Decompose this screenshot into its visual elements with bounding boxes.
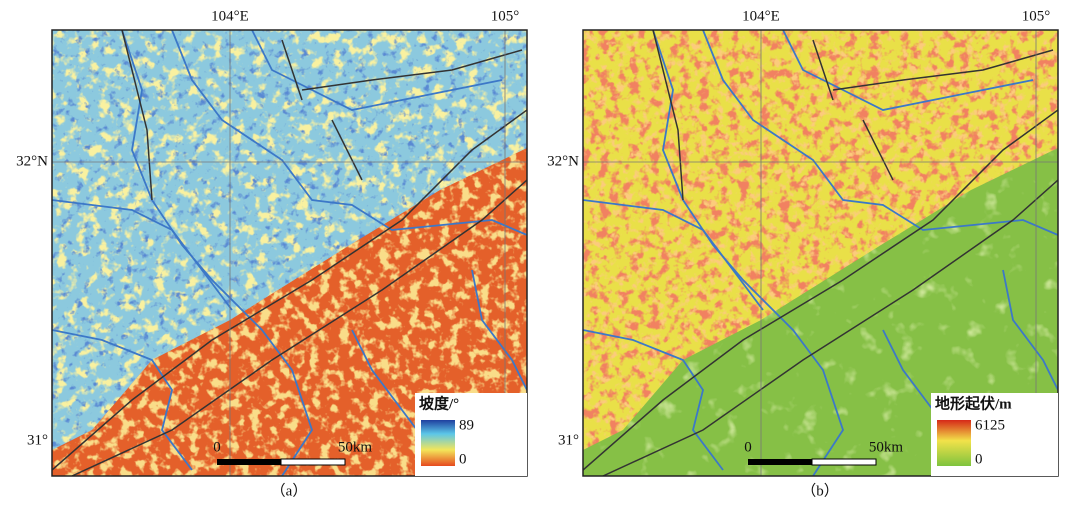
river [583,199,764,311]
map-panel: 104°E 105° 32°N 31° 坡度/°89 0 0 50km （a） [16,8,528,499]
river [782,30,1034,111]
longitude-label: 104°E [742,8,780,24]
scale-bar-white [280,458,346,466]
scale-bar-end: 50km [869,439,904,455]
map-panel: 104°E 105° 32°N 31° 地形起伏/m 6125 0 0 50km （b） [547,8,1059,499]
fault-line [331,119,363,181]
river [171,30,527,236]
scale-bar-start: 0 [744,439,752,455]
fault-line [71,179,527,476]
scale-bar-start: 0 [213,439,221,455]
fault-line [52,109,527,471]
scale-bar-black [217,459,281,465]
legend-min-label: 0 [975,451,983,467]
latitude-label: 31° [27,432,48,448]
latitude-label: 32°N [547,153,579,169]
legend-max-label: 89 [459,417,474,433]
fault-line [301,49,523,91]
river [251,30,503,111]
scale-bar-black [748,459,812,465]
fault-line [812,39,834,101]
legend-min-label: 0 [459,451,467,467]
legend-colorbar [937,420,971,466]
panel-caption: （b） [801,482,839,499]
scale-bar-white [811,458,877,466]
legend-colorbar [421,420,455,466]
fault-line [583,109,1058,471]
latitude-label: 31° [558,432,579,448]
river [1002,269,1058,391]
legend-title: 坡度/° [419,394,459,412]
legend-title: 地形起伏/m [935,394,1012,412]
longitude-label: 104°E [211,8,249,24]
fault-line [602,179,1058,476]
river [702,30,1058,236]
map-frame [582,29,1059,477]
scale-bar-end: 50km [338,439,373,455]
map-frame [51,29,528,477]
longitude-label: 105° [1022,8,1051,24]
latitude-label: 32°N [16,153,48,169]
overlays [52,30,527,476]
river [52,199,233,311]
fault-line [121,30,153,201]
fault-line [281,39,303,101]
river [471,269,527,391]
river [583,329,724,471]
overlays [583,30,1058,476]
fault-line [832,49,1054,91]
river [52,329,193,471]
fault-line [862,119,894,181]
panel-caption: （a） [271,482,308,499]
longitude-label: 105° [491,8,520,24]
fault-line [652,30,684,201]
legend-max-label: 6125 [975,417,1005,433]
